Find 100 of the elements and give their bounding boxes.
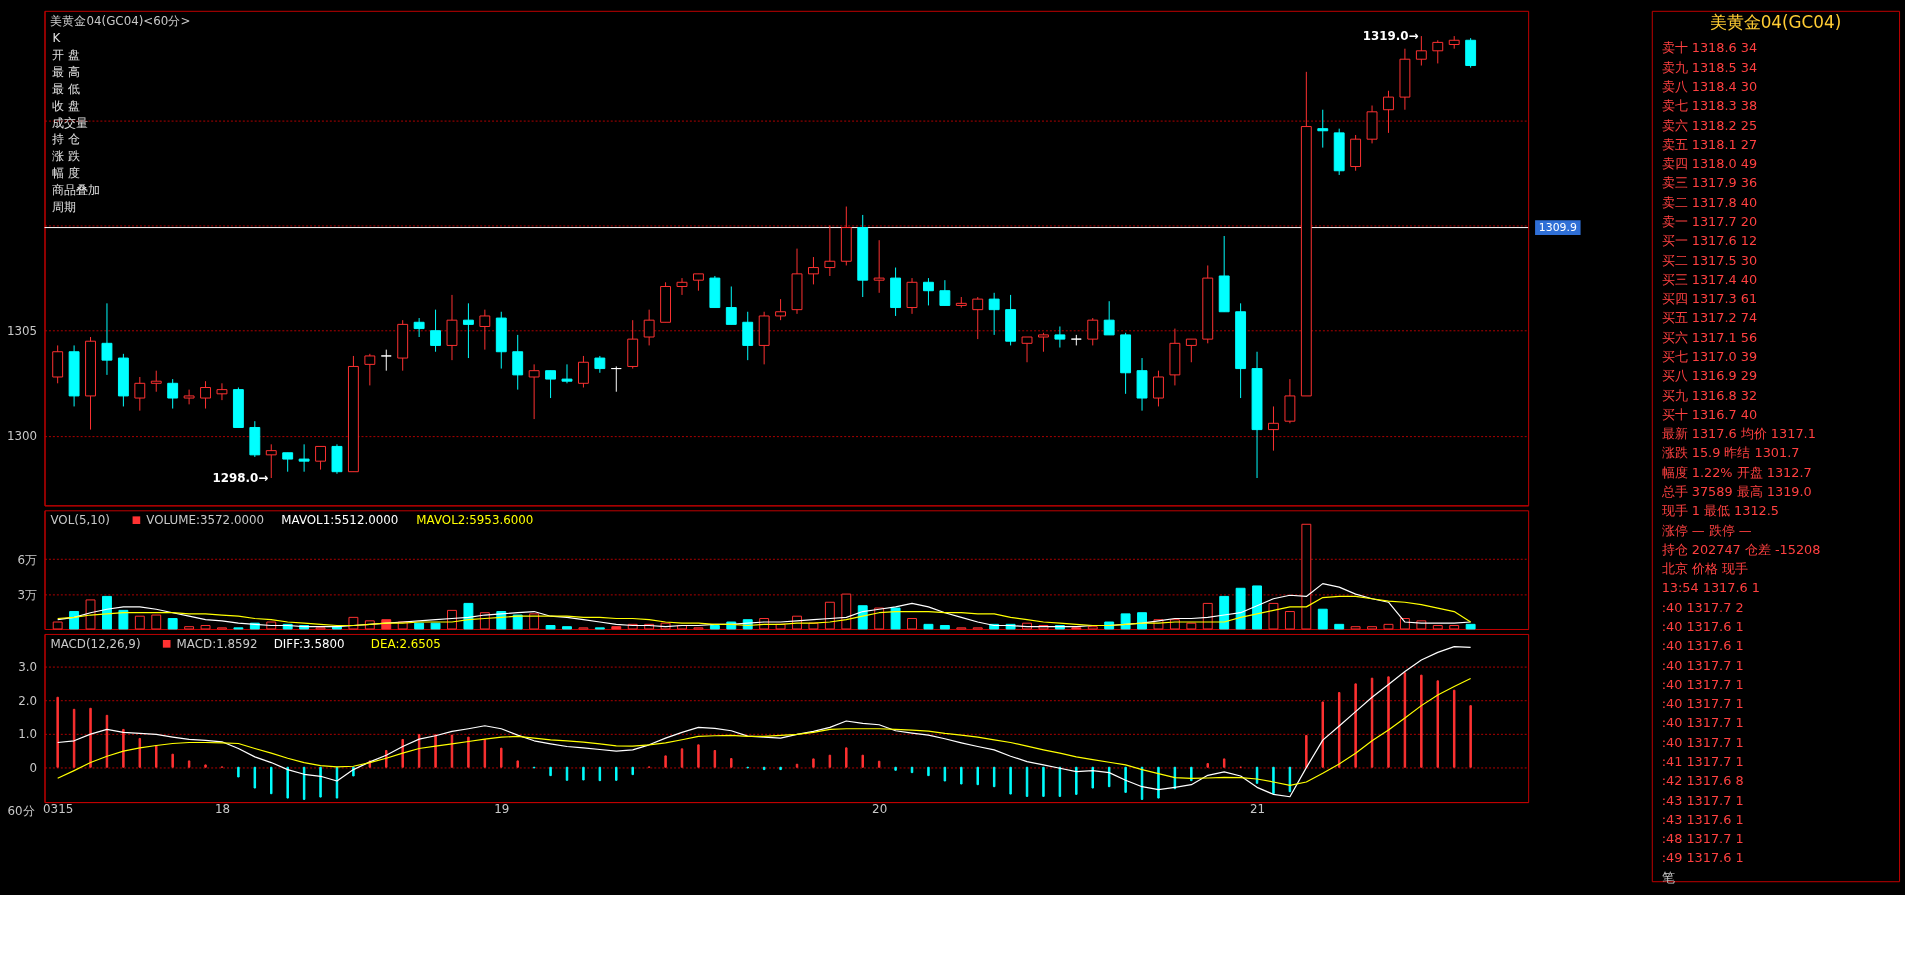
bar	[1301, 523, 1312, 630]
text: :40 1317.7 1	[1661, 676, 1744, 692]
candlestick	[183, 389, 195, 405]
bar	[709, 625, 720, 630]
bar	[1449, 625, 1460, 630]
candlestick	[725, 286, 737, 325]
text: :43 1317.7 1	[1661, 792, 1744, 808]
candlestick	[923, 277, 934, 306]
bar	[69, 611, 80, 630]
bar	[52, 621, 63, 630]
chart-title: VOL(5,10)	[50, 513, 110, 528]
candlestick	[479, 309, 491, 351]
x-tick-label: 18	[214, 802, 231, 817]
text: 卖七 1318.3 38	[1661, 98, 1758, 114]
candlestick	[216, 382, 228, 401]
candlestick	[462, 302, 474, 359]
y-tick-label: 1300	[6, 429, 38, 444]
line-series	[57, 583, 1472, 628]
text: 买七 1317.0 39	[1661, 348, 1758, 364]
text: 涨跌 15.9 昨结 1301.7	[1661, 445, 1800, 461]
candlestick	[1268, 405, 1279, 452]
candlestick	[528, 363, 540, 420]
text: 买六 1317.1 56	[1661, 329, 1758, 345]
text: DEA:2.6505	[370, 636, 441, 651]
text: 买九 1316.8 32	[1661, 387, 1758, 403]
text: :41 1317.7 1	[1661, 753, 1744, 769]
annotation: 最 高	[52, 65, 81, 80]
bar	[1284, 611, 1295, 630]
bar	[118, 609, 129, 630]
annotation: 1298.0→	[212, 470, 269, 485]
candlestick	[561, 363, 573, 384]
candlestick	[873, 239, 885, 294]
text: 买三 1317.4 40	[1661, 271, 1758, 287]
annotation: K	[52, 31, 62, 46]
text: 幅度 1.22% 开盘 1312.7	[1661, 464, 1812, 480]
candlestick	[1087, 317, 1099, 346]
text: 卖三 1317.9 36	[1661, 175, 1758, 191]
y-tick-label: 1305	[6, 324, 38, 339]
y-tick-label: 0	[29, 760, 38, 775]
candlestick	[512, 334, 524, 391]
bar	[1087, 626, 1098, 630]
line-series	[57, 677, 1472, 786]
candlestick	[824, 224, 836, 277]
text: :40 1317.7 1	[1661, 657, 1744, 673]
candlestick	[676, 277, 688, 296]
text: :49 1317.6 1	[1661, 850, 1744, 866]
bar	[1334, 623, 1345, 630]
bar	[611, 626, 622, 630]
bar	[348, 616, 359, 630]
y-tick-label: 2.0	[18, 693, 38, 708]
bar	[1268, 602, 1279, 630]
bar	[463, 602, 474, 630]
candlestick	[298, 443, 310, 473]
line-series	[57, 595, 1472, 627]
candlestick	[1021, 336, 1033, 363]
candlestick	[430, 309, 441, 353]
annotation: 周期	[52, 199, 77, 214]
bar	[1317, 608, 1328, 630]
text: :40 1317.7 1	[1661, 734, 1744, 750]
text: 13:54 1317.6 1	[1661, 580, 1760, 596]
bar	[1219, 595, 1230, 630]
bar	[184, 626, 195, 630]
candlestick	[972, 296, 984, 340]
candlestick	[742, 311, 754, 361]
candlestick	[1383, 90, 1394, 134]
chart-title: MACD(12,26,9)	[50, 636, 141, 651]
text: 买四 1317.3 61	[1661, 291, 1758, 307]
candlestick	[1054, 325, 1066, 349]
candlestick	[808, 256, 819, 285]
bar	[824, 601, 835, 630]
x-tick-label: 20	[872, 802, 888, 817]
text: MAVOL2:5953.6000	[416, 513, 534, 528]
candlestick	[577, 355, 589, 389]
y-tick-label: 6万	[17, 552, 38, 567]
bar	[545, 625, 556, 630]
bar	[167, 618, 178, 630]
text: :40 1317.6 1	[1661, 638, 1744, 654]
bar	[430, 622, 441, 630]
bar	[907, 618, 917, 630]
text: 最新 1317.6 均价 1317.1	[1661, 426, 1816, 442]
bar	[562, 626, 572, 630]
text: 卖一 1317.7 20	[1661, 213, 1758, 229]
candlestick	[101, 302, 113, 376]
legend-label: MACD:1.8592	[176, 636, 258, 651]
bar	[1367, 626, 1378, 630]
candlestick	[545, 370, 557, 399]
candlestick	[1153, 370, 1164, 407]
text: 笔	[1661, 869, 1675, 885]
bar	[1350, 626, 1361, 630]
text: DIFF:3.5800	[273, 636, 345, 651]
candlestick	[364, 353, 376, 386]
text: :40 1317.7 1	[1661, 715, 1744, 731]
bar	[151, 614, 162, 630]
text: 持仓 202747 仓差 -15208	[1661, 541, 1821, 557]
bar	[512, 614, 523, 630]
bar	[923, 623, 934, 630]
candlestick	[413, 317, 425, 338]
text: :48 1317.7 1	[1661, 831, 1744, 847]
y-tick-label: 1.0	[18, 727, 38, 742]
bar	[1252, 585, 1262, 630]
